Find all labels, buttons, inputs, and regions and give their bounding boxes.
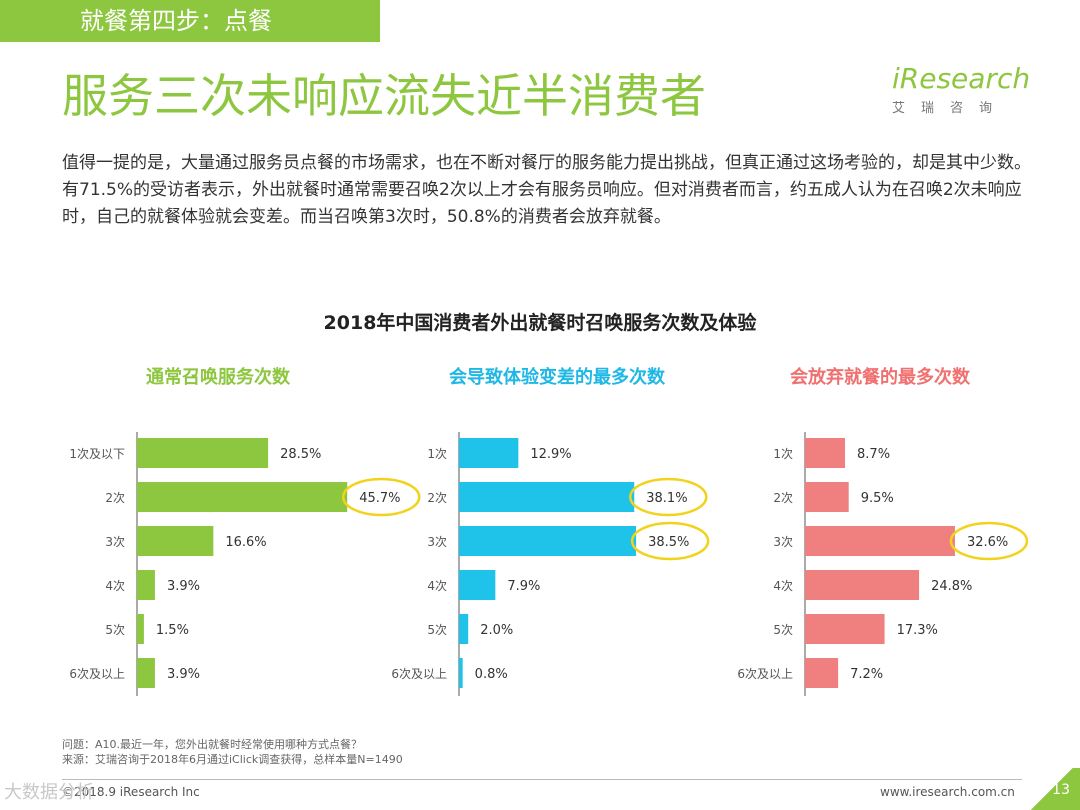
bar-2-5 [805, 658, 839, 688]
category-label-1-3: 4次 [427, 579, 447, 593]
bar-1-2 [459, 526, 637, 556]
category-label-0-0: 1次及以下 [69, 447, 125, 461]
bar-1-3 [459, 570, 496, 600]
category-label-2-0: 1次 [773, 447, 793, 461]
value-label-2-5: 7.2% [850, 667, 883, 682]
category-label-0-2: 3次 [105, 535, 125, 549]
bar-0-1 [137, 482, 348, 512]
value-label-1-5: 0.8% [475, 667, 508, 682]
category-label-1-5: 6次及以上 [391, 667, 447, 681]
value-label-0-5: 3.9% [167, 667, 200, 682]
iresearch-logo: iResearch 艾瑞咨询 [892, 62, 1032, 122]
bar-2-2 [805, 526, 955, 556]
chart-title-0: 通常召唤服务次数 [146, 366, 291, 388]
website-url: www.iresearch.com.cn [880, 785, 1015, 799]
category-label-0-4: 5次 [105, 623, 125, 637]
highlight-ring-1-1 [629, 477, 708, 517]
value-label-1-3: 7.9% [507, 579, 540, 594]
bar-0-4 [137, 614, 144, 644]
bar-2-4 [805, 614, 885, 644]
category-label-0-1: 2次 [105, 491, 125, 505]
logo-subtitle: 艾瑞咨询 [892, 101, 1009, 116]
bar-0-0 [137, 438, 269, 468]
value-label-2-3: 24.8% [931, 579, 972, 594]
copyright: ©2018.9 iResearch Inc [62, 785, 200, 799]
bar-1-0 [459, 438, 519, 468]
chart-heading: 2018年中国消费者外出就餐时召唤服务次数及体验 [323, 312, 757, 334]
survey-question: 问题：A10.最近一年，您外出就餐时经常使用哪种方式点餐？ [62, 738, 363, 751]
watermark: 大数据分析 [4, 782, 94, 803]
category-label-2-4: 5次 [773, 623, 793, 637]
category-label-2-5: 6次及以上 [737, 667, 793, 681]
category-label-2-2: 3次 [773, 535, 793, 549]
bar-1-4 [459, 614, 469, 644]
value-label-2-2: 32.6% [967, 535, 1008, 550]
intro-paragraph: 值得一提的是，大量通过服务员点餐的市场需求，也在不断对餐厅的服务能力提出挑战，但… [62, 153, 1031, 227]
chart-title-1: 会导致体验变差的最多次数 [449, 366, 666, 388]
highlight-ring-0-1 [341, 477, 421, 517]
value-label-0-3: 3.9% [167, 579, 200, 594]
category-label-1-0: 1次 [427, 447, 447, 461]
value-label-0-2: 16.6% [225, 535, 266, 550]
category-label-2-1: 2次 [773, 491, 793, 505]
category-label-2-3: 4次 [773, 579, 793, 593]
value-label-2-0: 8.7% [857, 447, 890, 462]
footer-divider [62, 779, 1022, 780]
bar-2-0 [805, 438, 846, 468]
logo-brand: iResearch [892, 62, 1031, 95]
highlight-ring-1-2 [630, 521, 710, 561]
value-label-2-4: 17.3% [897, 623, 938, 638]
category-label-1-4: 5次 [427, 623, 447, 637]
value-label-1-0: 12.9% [530, 447, 571, 462]
value-label-1-4: 2.0% [480, 623, 513, 638]
bar-0-2 [137, 526, 214, 556]
highlight-ring-2-2 [949, 521, 1029, 561]
bar-0-5 [137, 658, 155, 688]
footer-note: 问题：A10.最近一年，您外出就餐时经常使用哪种方式点餐？ 来源：艾瑞咨询于20… [62, 737, 403, 767]
bar-1-1 [459, 482, 635, 512]
value-label-0-1: 45.7% [359, 491, 400, 506]
chart-title-2: 会放弃就餐的最多次数 [790, 366, 971, 388]
value-label-1-1: 38.1% [646, 491, 687, 506]
bar-2-1 [805, 482, 849, 512]
bar-1-5 [459, 658, 463, 688]
category-label-0-5: 6次及以上 [69, 667, 125, 681]
section-tag: 就餐第四步：点餐 [0, 0, 380, 42]
category-label-1-1: 2次 [427, 491, 447, 505]
value-label-2-1: 9.5% [861, 491, 894, 506]
bar-2-3 [805, 570, 920, 600]
data-source: 来源：艾瑞咨询于2018年6月通过iClick调查获得，总样本量N=1490 [62, 753, 403, 766]
value-label-1-2: 38.5% [648, 535, 689, 550]
value-label-0-4: 1.5% [156, 623, 189, 638]
bar-0-3 [137, 570, 155, 600]
category-label-1-2: 3次 [427, 535, 447, 549]
value-label-0-0: 28.5% [280, 447, 321, 462]
page-corner [1024, 768, 1080, 810]
category-label-0-3: 4次 [105, 579, 125, 593]
page-number: 13 [1052, 782, 1070, 798]
page-title: 服务三次未响应流失近半消费者 [62, 69, 706, 123]
